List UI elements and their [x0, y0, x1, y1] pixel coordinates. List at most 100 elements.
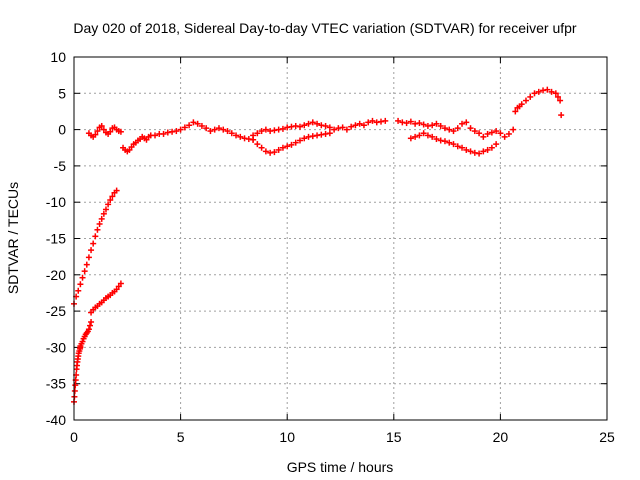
x-tick-label: 15 — [386, 429, 402, 445]
data-point — [305, 120, 312, 127]
data-point — [512, 108, 519, 115]
data-point — [433, 120, 440, 127]
data-point — [416, 132, 423, 139]
data-point — [360, 122, 367, 129]
data-point — [420, 130, 427, 137]
y-axis-label: SDTVAR / TECUs — [5, 182, 21, 294]
data-point — [107, 197, 114, 204]
data-point — [88, 247, 95, 254]
data-point — [446, 126, 453, 133]
data-point — [81, 268, 88, 275]
data-point — [96, 220, 103, 227]
data-point — [77, 281, 84, 288]
data-point — [471, 128, 478, 135]
data-point — [352, 122, 359, 129]
data-point — [237, 133, 244, 140]
x-tick-label: 25 — [599, 429, 615, 445]
data-point — [369, 117, 376, 124]
y-axis: -40 -35 -30 -25 -20 -15 -10 -5 0 5 10 — [46, 49, 607, 428]
data-point — [493, 141, 500, 148]
data-point — [301, 122, 308, 129]
data-point — [467, 148, 474, 155]
data-point — [326, 130, 333, 137]
data-point — [85, 326, 92, 333]
data-point — [279, 125, 286, 132]
y-tick-label: -20 — [46, 267, 66, 283]
x-axis-label: GPS time / hours — [287, 459, 394, 475]
data-point — [92, 233, 99, 240]
y-tick-label: 10 — [50, 49, 66, 65]
data-point — [296, 123, 303, 130]
data-point — [488, 144, 495, 151]
data-point — [382, 117, 389, 124]
x-tick-label: 5 — [177, 429, 185, 445]
data-point — [100, 210, 107, 217]
data-point — [522, 97, 529, 104]
x-tick-label: 20 — [493, 429, 509, 445]
y-tick-label: 0 — [58, 122, 66, 138]
y-tick-label: -40 — [46, 412, 66, 428]
data-point — [92, 131, 99, 138]
data-point — [262, 126, 269, 133]
data-point — [262, 148, 269, 155]
data-point — [416, 120, 423, 127]
x-axis: 0 5 10 15 20 25 — [70, 57, 615, 445]
data-point — [160, 130, 167, 137]
data-point — [211, 126, 218, 133]
data-point — [365, 119, 372, 126]
data-point — [190, 119, 197, 126]
data-point — [497, 130, 504, 137]
data-point — [207, 128, 214, 135]
data-point — [71, 387, 78, 394]
data-point — [258, 144, 265, 151]
data-point — [177, 126, 184, 133]
plot-frame — [73, 56, 608, 421]
data-point — [181, 124, 188, 131]
data-point — [322, 122, 329, 129]
data-point — [279, 144, 286, 151]
data-point — [88, 318, 95, 325]
data-point — [454, 143, 461, 150]
data-point — [446, 139, 453, 146]
x-tick-label: 10 — [279, 429, 295, 445]
data-point — [339, 124, 346, 131]
data-point — [102, 206, 109, 213]
data-point — [94, 128, 101, 135]
data-point — [105, 201, 112, 208]
data-point — [107, 128, 114, 135]
data-point — [450, 128, 457, 135]
data-point — [98, 215, 105, 222]
y-tick-label: 5 — [58, 85, 66, 101]
y-tick-label: -10 — [46, 194, 66, 210]
data-point — [173, 128, 180, 135]
data-point — [480, 148, 487, 155]
data-point — [476, 150, 483, 157]
data-point — [224, 128, 231, 135]
data-point — [467, 125, 474, 132]
data-point — [488, 129, 495, 136]
data-point — [531, 90, 538, 97]
data-point — [412, 133, 419, 140]
data-point — [109, 193, 116, 200]
data-point — [554, 93, 561, 100]
data-point — [296, 137, 303, 144]
data-point — [284, 143, 291, 150]
y-tick-label: -5 — [54, 158, 67, 174]
data-point — [356, 120, 363, 127]
data-point — [79, 274, 86, 281]
data-point — [86, 322, 93, 329]
data-point — [314, 120, 321, 127]
data-point — [94, 226, 101, 233]
data-point — [85, 254, 92, 261]
data-point — [254, 141, 261, 148]
data-point — [271, 149, 278, 156]
data-point — [343, 126, 350, 133]
data-point — [301, 135, 308, 142]
data-point — [557, 97, 564, 104]
data-point — [518, 101, 525, 108]
data-point — [198, 122, 205, 129]
data-point — [90, 240, 97, 247]
data-point — [548, 88, 555, 95]
data-point — [505, 130, 512, 137]
